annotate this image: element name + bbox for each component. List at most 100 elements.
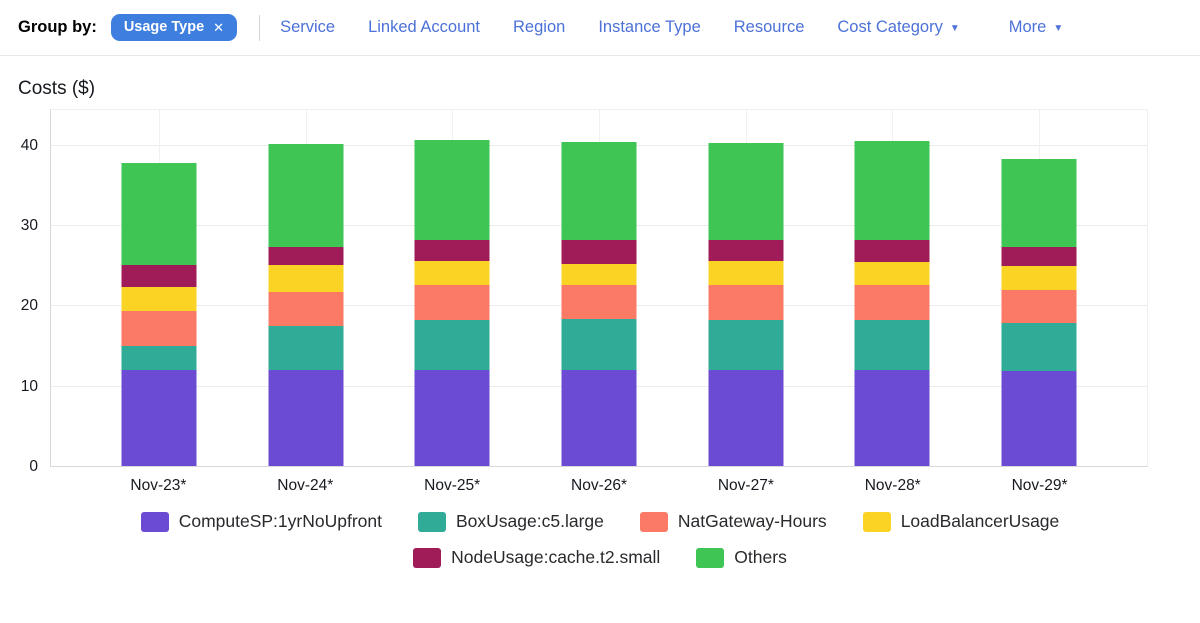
legend-swatch <box>862 511 891 532</box>
groupby-option-linked-account[interactable]: Linked Account <box>368 18 480 37</box>
bar-segment-nodeusage-cache-t2-small[interactable] <box>121 265 197 288</box>
bar-segment-boxusage-c5-large[interactable] <box>561 319 637 371</box>
x-axis-label: Nov-25* <box>424 477 481 494</box>
bar-segment-boxusage-c5-large[interactable] <box>708 319 784 371</box>
groupby-option-instance-type[interactable]: Instance Type <box>598 18 700 37</box>
bar-segment-computesp-1yrnoupfront[interactable] <box>854 370 930 466</box>
y-axis-label: 0 <box>29 458 38 475</box>
legend-row: ComputeSP:1yrNoUpfront BoxUsage:c5.large N… <box>0 511 1200 532</box>
bar-segment-loadbalancerusage[interactable] <box>1001 266 1077 291</box>
stacked-bar-nov-23[interactable] <box>121 163 197 466</box>
bar-segment-others[interactable] <box>121 163 197 266</box>
stacked-bar-nov-24[interactable] <box>268 144 344 466</box>
x-axis-label: Nov-29* <box>1011 477 1068 494</box>
bar-segment-others[interactable] <box>414 140 490 240</box>
y-axis-label: 30 <box>20 217 38 235</box>
bar-segment-natgateway-hours[interactable] <box>121 311 197 347</box>
bar-column-nov-29 <box>965 110 1112 466</box>
bar-segment-loadbalancerusage[interactable] <box>121 287 197 312</box>
cost-explorer-page: Group by: Usage Type ✕ Service Linked Acc… <box>0 14 1200 568</box>
bar-column-nov-28 <box>819 110 966 466</box>
bar-segment-nodeusage-cache-t2-small[interactable] <box>854 239 930 263</box>
stacked-bar-nov-25[interactable] <box>414 140 490 466</box>
legend-item-loadbalancerusage[interactable]: LoadBalancerUsage <box>862 511 1059 532</box>
bar-column-nov-23 <box>86 110 233 466</box>
legend-row: NodeUsage:cache.t2.small Others <box>0 547 1200 568</box>
groupby-option-label: Instance Type <box>598 18 701 36</box>
bar-segment-natgateway-hours[interactable] <box>561 285 637 320</box>
chip-close-icon[interactable]: ✕ <box>213 19 225 35</box>
plot-area <box>50 109 1148 467</box>
bar-segment-loadbalancerusage[interactable] <box>268 265 344 292</box>
bar-segment-natgateway-hours[interactable] <box>854 284 930 320</box>
bar-column-nov-24 <box>233 110 380 466</box>
usage-type-chip[interactable]: Usage Type ✕ <box>110 14 238 41</box>
stacked-bar-nov-29[interactable] <box>1001 158 1077 466</box>
bar-segment-loadbalancerusage[interactable] <box>414 261 490 285</box>
groupby-option-label: Cost Category <box>837 18 943 36</box>
legend-item-natgateway-hours[interactable]: NatGateway-Hours <box>639 511 827 532</box>
legend-swatch <box>413 547 442 568</box>
bar-segment-natgateway-hours[interactable] <box>708 285 784 320</box>
legend-swatch <box>418 511 446 532</box>
legend-label: NodeUsage:cache.t2.small <box>451 547 661 567</box>
legend-label: NatGateway-Hours <box>677 511 827 531</box>
bar-segment-others[interactable] <box>1001 158 1077 247</box>
x-axis-label: Nov-28* <box>864 477 921 494</box>
chart-legend: ComputeSP:1yrNoUpfront BoxUsage:c5.large N… <box>0 511 1200 568</box>
bar-segment-boxusage-c5-large[interactable] <box>268 326 344 370</box>
group-by-label: Group by: <box>18 18 97 36</box>
bar-segment-others[interactable] <box>561 141 637 240</box>
bar-segment-others[interactable] <box>268 144 344 247</box>
groupby-option-service[interactable]: Service <box>280 18 335 37</box>
bar-segment-boxusage-c5-large[interactable] <box>414 319 490 371</box>
chart-title: Costs ($) <box>18 78 96 99</box>
legend-label: BoxUsage:c5.large <box>456 511 604 531</box>
group-by-options: Service Linked Account Region Instance Type… <box>280 18 1063 37</box>
bar-column-nov-25 <box>379 110 526 466</box>
bar-segment-boxusage-c5-large[interactable] <box>1001 323 1077 372</box>
bar-segment-nodeusage-cache-t2-small[interactable] <box>414 239 490 262</box>
bar-column-nov-26 <box>526 110 673 466</box>
x-axis-label: Nov-24* <box>277 477 334 494</box>
x-axis-label: Nov-27* <box>717 477 774 494</box>
stacked-bar-nov-27[interactable] <box>708 142 784 466</box>
bar-segment-computesp-1yrnoupfront[interactable] <box>268 369 344 466</box>
bar-segment-computesp-1yrnoupfront[interactable] <box>1001 371 1077 466</box>
bar-segment-nodeusage-cache-t2-small[interactable] <box>708 239 784 262</box>
legend-label: Others <box>734 547 787 567</box>
bar-segment-boxusage-c5-large[interactable] <box>854 319 930 371</box>
bar-segment-loadbalancerusage[interactable] <box>708 261 784 286</box>
bar-segment-others[interactable] <box>708 142 784 240</box>
chart-panel: Costs ($) 0 10 20 30 40 Nov-23* Nov-24* Nov-25… <box>0 78 1200 568</box>
groupby-option-cost-category[interactable]: Cost Category ▼ <box>837 18 959 37</box>
stacked-bar-nov-26[interactable] <box>561 141 637 466</box>
y-axis: 0 10 20 30 40 <box>0 109 44 475</box>
y-axis-label: 10 <box>20 377 38 395</box>
bar-segment-natgateway-hours[interactable] <box>268 291 344 327</box>
bar-segment-natgateway-hours[interactable] <box>414 284 490 320</box>
bar-segment-loadbalancerusage[interactable] <box>561 263 637 286</box>
groupby-option-region[interactable]: Region <box>513 18 565 37</box>
bar-segment-boxusage-c5-large[interactable] <box>121 346 197 370</box>
bar-segment-nodeusage-cache-t2-small[interactable] <box>1001 246 1077 267</box>
legend-item-boxusage-c5-large[interactable]: BoxUsage:c5.large <box>418 511 604 532</box>
legend-item-others[interactable]: Others <box>696 547 787 568</box>
bar-segment-loadbalancerusage[interactable] <box>854 262 930 285</box>
stacked-bar-nov-28[interactable] <box>854 140 930 466</box>
bar-segment-nodeusage-cache-t2-small[interactable] <box>561 239 637 264</box>
bar-segment-computesp-1yrnoupfront[interactable] <box>708 370 784 466</box>
bar-segment-natgateway-hours[interactable] <box>1001 290 1077 324</box>
y-axis-label: 40 <box>20 136 38 154</box>
bar-segment-computesp-1yrnoupfront[interactable] <box>121 369 197 466</box>
bar-segment-others[interactable] <box>854 140 930 240</box>
groupby-option-more[interactable]: More ▼ <box>1009 18 1064 37</box>
bar-segment-computesp-1yrnoupfront[interactable] <box>561 370 637 466</box>
plot-row: 0 10 20 30 40 <box>0 109 1200 475</box>
bar-segment-computesp-1yrnoupfront[interactable] <box>414 370 490 466</box>
legend-item-computesp-1yrnoupfront[interactable]: ComputeSP:1yrNoUpfront <box>140 511 382 532</box>
legend-item-nodeusage-cache-t2-small[interactable]: NodeUsage:cache.t2.small <box>413 547 660 568</box>
bar-segment-nodeusage-cache-t2-small[interactable] <box>268 246 344 266</box>
groupby-option-resource[interactable]: Resource <box>734 18 805 37</box>
groupby-option-label: Linked Account <box>368 18 481 36</box>
